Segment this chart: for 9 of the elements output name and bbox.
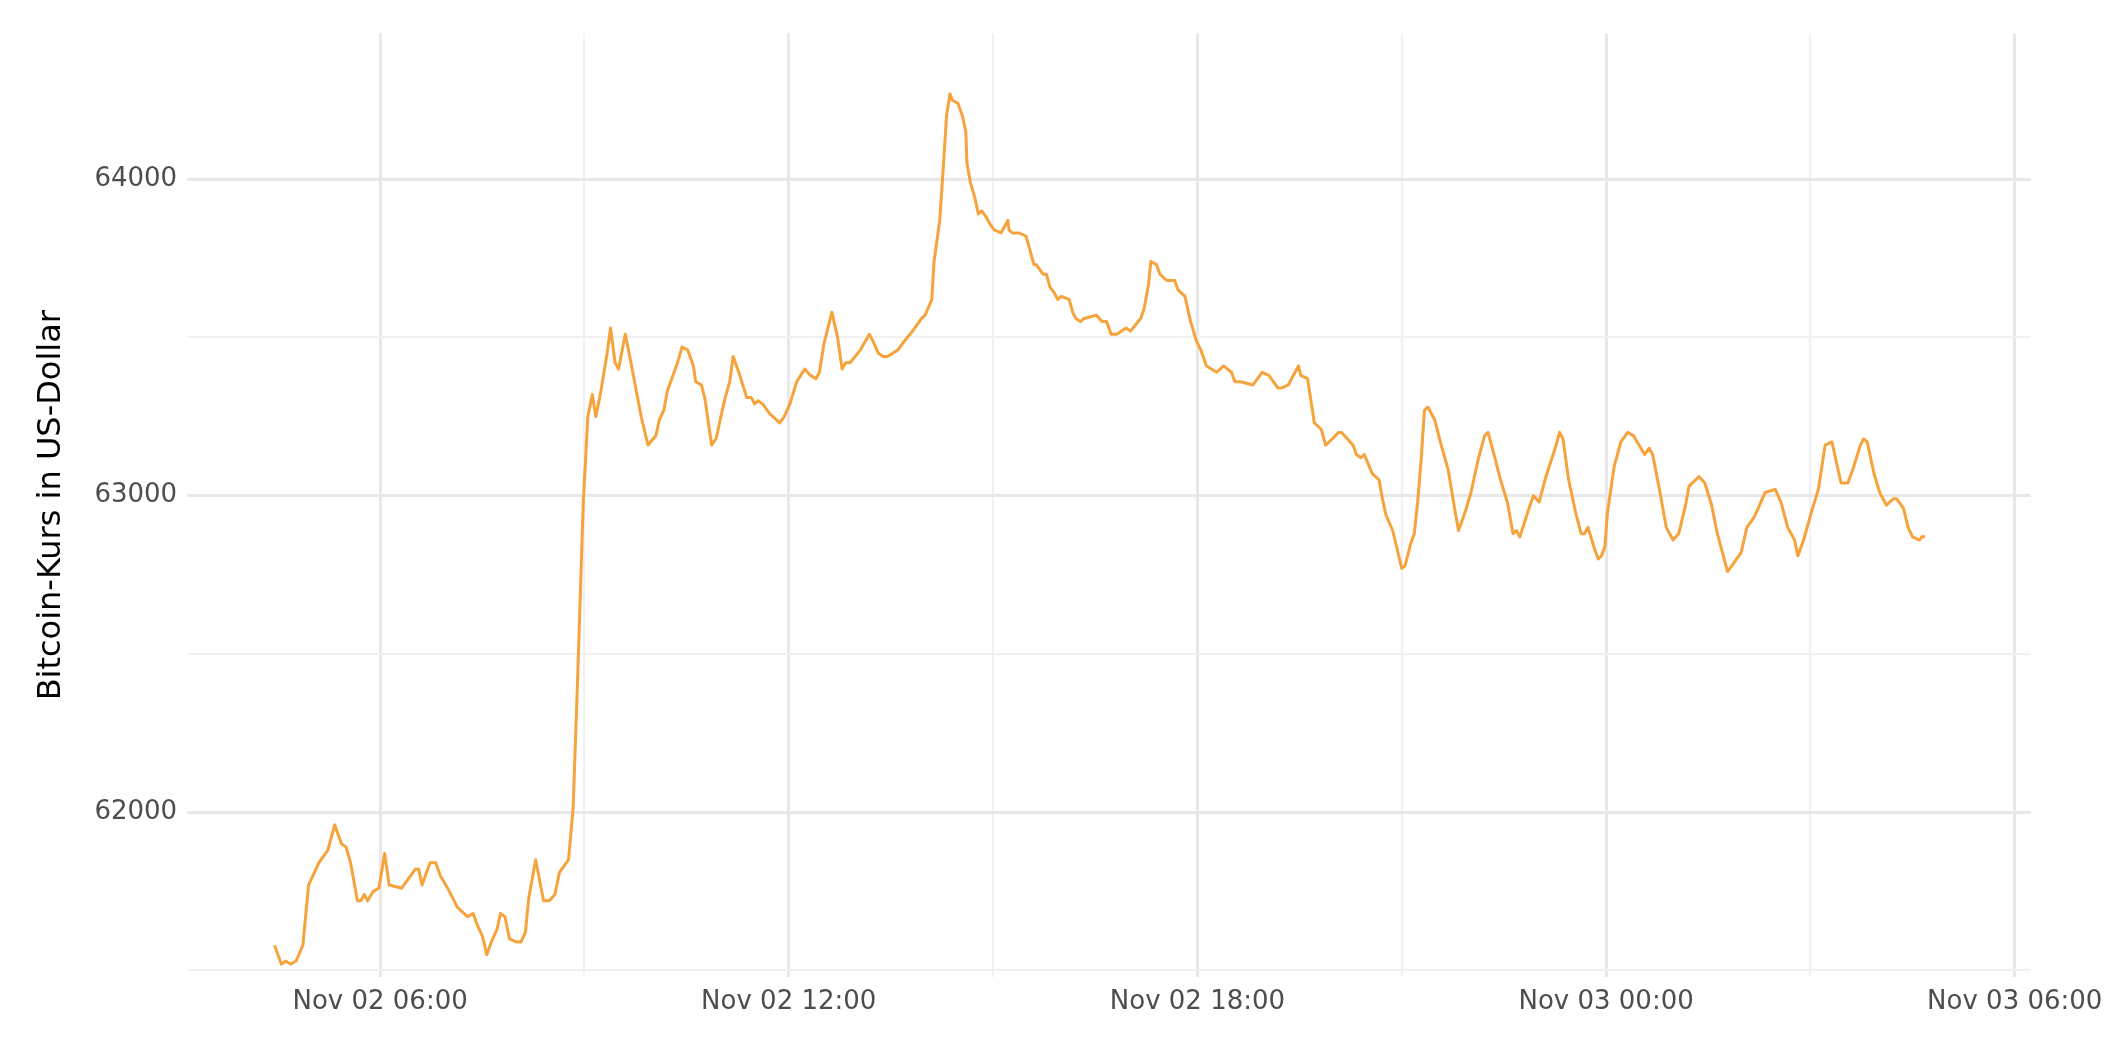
y-tick-label: 63000	[94, 478, 178, 509]
y-axis-title: Bitcoin-Kurs in US-Dollar	[29, 309, 68, 701]
y-tick-label: 62000	[94, 794, 178, 825]
x-tick-label: Nov 02 06:00	[292, 985, 468, 1016]
x-tick-label: Nov 03 06:00	[1927, 985, 2103, 1016]
x-tick-label: Nov 02 12:00	[701, 985, 877, 1016]
x-tick-label: Nov 03 00:00	[1518, 985, 1694, 1016]
x-tick-label: Nov 02 18:00	[1109, 985, 1286, 1016]
y-tick-label: 64000	[94, 161, 178, 192]
